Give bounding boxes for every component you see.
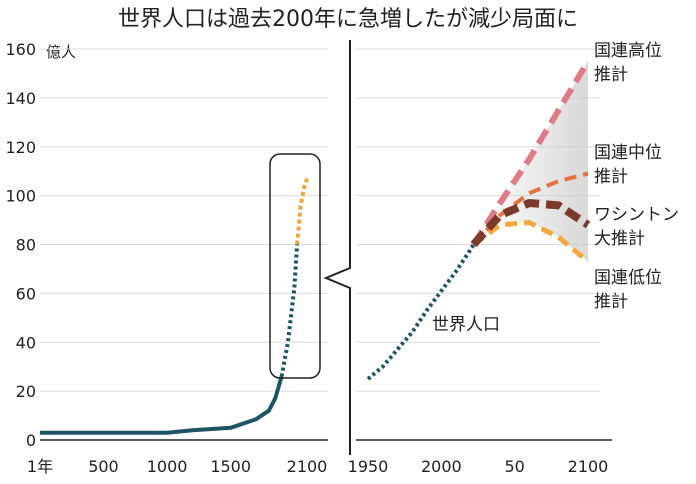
label-un-high: 国連高位 推計 xyxy=(594,41,667,85)
x-tick-label-left: 500 xyxy=(88,457,119,476)
label-world-population: 世界人口 xyxy=(432,315,500,335)
x-tick-label-right: 1950 xyxy=(348,457,389,476)
y-tick-label: 160 xyxy=(5,40,36,59)
y-tick-label: 140 xyxy=(5,89,36,108)
x-tick-label-left: 1500 xyxy=(210,457,251,476)
label-un-low: 国連低位 推計 xyxy=(594,268,667,312)
y-tick-label: 120 xyxy=(5,138,36,157)
x-tick-label-right: 2000 xyxy=(421,457,462,476)
x-tick-label-right: 50 xyxy=(504,457,524,476)
label-un-mid: 国連中位 推計 xyxy=(594,143,667,187)
un-high-line xyxy=(471,59,591,247)
zoom-highlight-box xyxy=(269,153,321,379)
y-tick-labels: 0 20 40 60 80 100 120 140 160 xyxy=(5,40,36,450)
x-tick-labels: 1年 500 1000 1500 2100 1950 2000 50 2100 xyxy=(27,457,608,476)
washington-line xyxy=(470,199,591,248)
un-low-line xyxy=(472,220,590,264)
series-lines xyxy=(40,59,591,435)
gridlines xyxy=(40,48,600,392)
x-tick-label-left: 1年 xyxy=(27,457,53,476)
x-tick-label-right: 2100 xyxy=(568,457,609,476)
y-tick-label: 80 xyxy=(16,236,36,255)
history-line-solid xyxy=(40,375,284,435)
history-line-dotted xyxy=(279,244,300,377)
y-tick-label: 0 xyxy=(26,431,36,450)
x-tick-label-left: 2100 xyxy=(287,457,328,476)
chart-title: 世界人口は過去200年に急増したが減少局面に xyxy=(118,7,578,32)
y-unit-label: 億人 xyxy=(46,43,76,61)
y-tick-label: 100 xyxy=(5,187,36,206)
world-population-line xyxy=(366,243,476,381)
y-tick-label: 60 xyxy=(16,284,36,303)
y-tick-label: 40 xyxy=(16,333,36,352)
label-washington: ワシントン 大推計 xyxy=(594,205,684,249)
panel-divider xyxy=(323,40,351,455)
y-tick-label: 20 xyxy=(16,382,36,401)
x-tick-label-left: 1000 xyxy=(147,457,188,476)
projection-line-left xyxy=(295,177,309,245)
